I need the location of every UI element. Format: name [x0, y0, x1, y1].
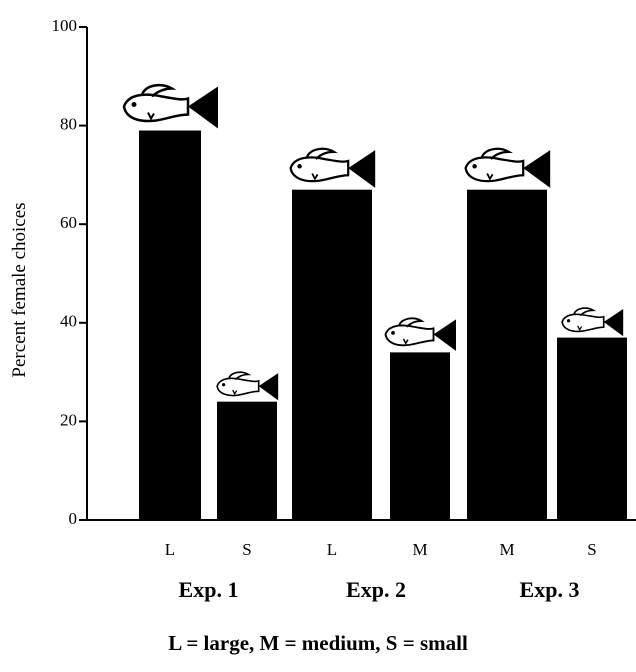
bar: [467, 190, 547, 520]
bar: [139, 131, 201, 520]
group-label: Exp. 3: [520, 577, 580, 602]
bar: [292, 190, 372, 520]
fish-icon: [562, 308, 623, 336]
y-axis-label: Percent female choices: [9, 202, 30, 377]
x-tick-label: M: [412, 540, 427, 559]
chart: Percent female choices L = large, M = me…: [0, 0, 636, 667]
bar: [557, 338, 627, 520]
group-label: Exp. 1: [179, 577, 239, 602]
x-tick-label: S: [587, 540, 596, 559]
fish-icon: [386, 318, 457, 351]
y-tick-label: 80: [60, 115, 77, 134]
x-tick-label: S: [242, 540, 251, 559]
y-tick-label: 60: [60, 213, 77, 232]
fish-icon: [291, 149, 376, 188]
bar: [390, 352, 450, 520]
fish-icon: [466, 149, 551, 188]
fish-icon: [217, 372, 278, 400]
y-tick-label: 0: [69, 509, 78, 528]
y-tick-label: 40: [60, 312, 77, 331]
x-tick-label: L: [165, 540, 175, 559]
note: L = large, M = medium, S = small: [168, 631, 468, 655]
fish-icon: [124, 85, 218, 128]
y-tick-label: 100: [52, 16, 78, 35]
x-tick-label: L: [327, 540, 337, 559]
bar: [217, 402, 277, 520]
x-tick-label: M: [499, 540, 514, 559]
y-tick-label: 20: [60, 410, 77, 429]
group-label: Exp. 2: [346, 577, 406, 602]
